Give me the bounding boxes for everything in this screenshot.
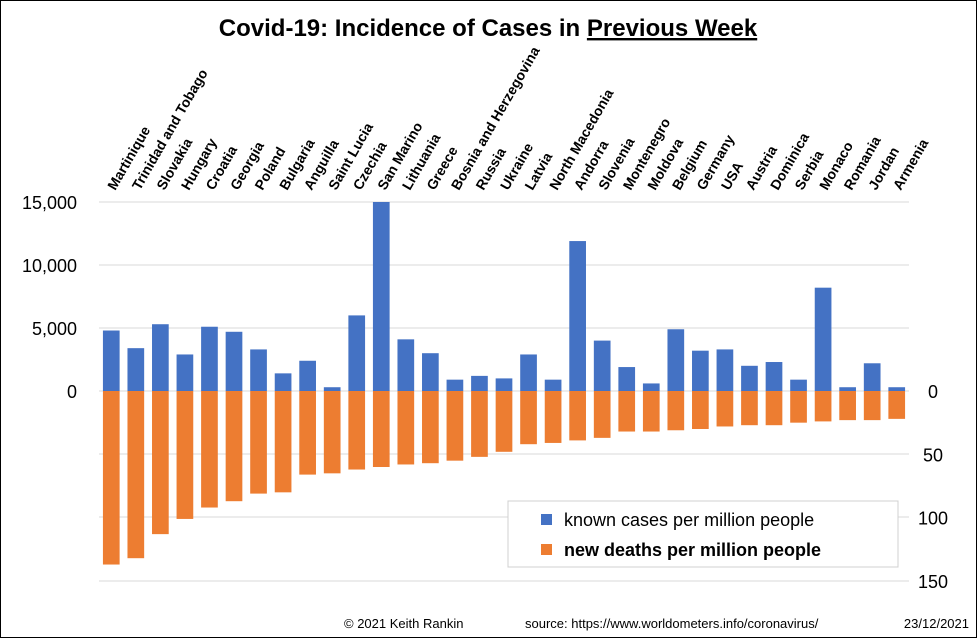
bar-deaths-7 (274, 391, 292, 493)
bar-deaths-32 (888, 391, 906, 419)
bar-cases-18 (544, 379, 562, 391)
bar-deaths-16 (495, 391, 513, 452)
right-tick-label: 100 (918, 509, 948, 529)
bar-deaths-20 (593, 391, 611, 438)
bar-cases-30 (839, 387, 856, 391)
bar-deaths-24 (692, 391, 709, 429)
bar-cases-25 (716, 349, 734, 391)
bar-deaths-18 (544, 391, 562, 443)
right-tick-label: 0 (928, 382, 938, 402)
bar-cases-24 (692, 350, 709, 391)
bar-cases-29 (814, 287, 832, 391)
deaths-bars (102, 391, 906, 565)
bar-deaths-4 (201, 391, 218, 508)
bar-deaths-29 (814, 391, 832, 422)
chart-title: Covid-19: Incidence of Cases in Previous… (219, 15, 758, 42)
bar-cases-20 (593, 340, 611, 391)
bar-cases-0 (102, 330, 120, 391)
bar-cases-22 (642, 383, 660, 391)
bar-deaths-1 (127, 391, 145, 559)
bar-cases-12 (397, 339, 415, 391)
bar-deaths-17 (520, 391, 537, 445)
bar-cases-2 (152, 324, 169, 391)
chart-title-prefix: Covid-19: Incidence of Cases in (219, 15, 587, 42)
chart-title-emphasis: Previous Week (587, 15, 758, 42)
bar-deaths-31 (863, 391, 881, 421)
bar-deaths-28 (790, 391, 807, 423)
right-axis-ticks: 0 50 100 150 (918, 382, 948, 592)
bar-deaths-23 (667, 391, 685, 431)
bar-deaths-6 (250, 391, 267, 494)
bar-cases-7 (274, 373, 292, 391)
bar-deaths-27 (765, 391, 783, 426)
legend-box (507, 500, 899, 568)
bar-cases-26 (741, 365, 758, 391)
bar-deaths-10 (348, 391, 366, 470)
left-tick-label: 15,000 (22, 193, 77, 213)
bar-cases-10 (348, 315, 366, 391)
bar-deaths-21 (618, 391, 636, 432)
bar-deaths-19 (569, 391, 586, 441)
bar-cases-17 (520, 354, 537, 391)
bar-cases-23 (667, 329, 685, 391)
bar-cases-28 (790, 379, 807, 391)
right-tick-label: 150 (918, 572, 948, 592)
footer: © 2021 Keith Rankin source: https://www.… (344, 616, 969, 631)
bar-cases-11 (372, 202, 390, 391)
bar-cases-31 (863, 363, 881, 391)
bar-deaths-15 (471, 391, 488, 457)
bar-cases-3 (176, 354, 194, 391)
legend-swatch-cases (541, 514, 552, 525)
footer-credit: © 2021 Keith Rankin (344, 616, 463, 631)
bar-cases-19 (569, 241, 586, 391)
bar-deaths-2 (152, 391, 169, 535)
bar-deaths-0 (102, 391, 120, 565)
right-tick-label: 50 (923, 445, 943, 465)
bar-deaths-14 (446, 391, 464, 461)
bar-cases-4 (201, 326, 218, 391)
footer-source: source: https://www.worldometers.info/co… (525, 616, 819, 631)
bar-deaths-22 (642, 391, 660, 432)
bar-deaths-30 (839, 391, 856, 421)
cases-bars (102, 202, 906, 391)
legend-swatch-deaths (541, 544, 552, 555)
legend: known cases per million people new death… (507, 500, 899, 568)
bar-deaths-5 (225, 391, 243, 502)
bar-cases-8 (299, 360, 316, 391)
bar-cases-16 (495, 378, 513, 391)
left-tick-label: 10,000 (22, 256, 77, 276)
bar-deaths-25 (716, 391, 734, 427)
bar-deaths-11 (372, 391, 390, 467)
bar-cases-32 (888, 387, 906, 391)
bar-deaths-3 (176, 391, 194, 519)
bar-cases-9 (323, 387, 341, 391)
bar-deaths-12 (397, 391, 415, 465)
left-tick-label: 0 (67, 382, 77, 402)
bar-cases-5 (225, 331, 243, 391)
legend-label-deaths: new deaths per million people (564, 540, 821, 560)
bar-cases-1 (127, 348, 145, 391)
left-tick-label: 5,000 (32, 319, 77, 339)
bar-cases-21 (618, 367, 636, 391)
footer-date: 23/12/2021 (904, 616, 969, 631)
bar-deaths-13 (422, 391, 439, 464)
bar-cases-15 (471, 375, 488, 391)
bar-deaths-26 (741, 391, 758, 426)
legend-label-cases: known cases per million people (564, 510, 814, 530)
bar-cases-14 (446, 379, 464, 391)
category-label-32: Armenia (889, 136, 931, 193)
bar-cases-27 (765, 362, 783, 391)
left-axis-ticks: 15,000 10,000 5,000 0 (22, 193, 77, 402)
bar-cases-13 (422, 353, 439, 391)
bar-deaths-8 (299, 391, 316, 475)
bar-deaths-9 (323, 391, 341, 474)
bar-cases-6 (250, 349, 267, 391)
